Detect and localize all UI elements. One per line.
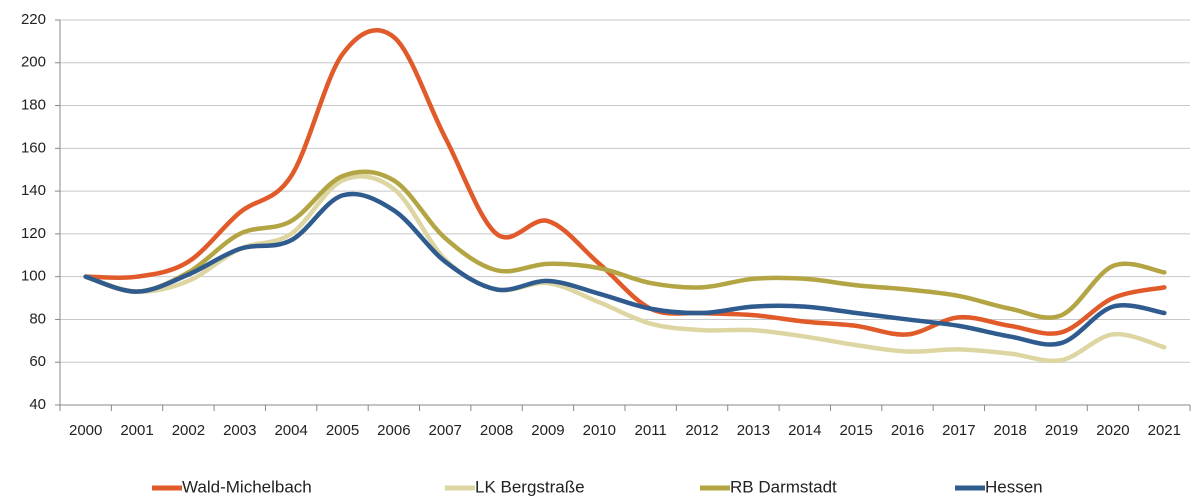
series-line: [83, 27, 1167, 337]
x-tick-label: 2004: [274, 422, 307, 439]
y-tick-label: 40: [29, 396, 46, 413]
x-tick-label: 2003: [223, 422, 256, 439]
y-tick-label: 140: [21, 182, 46, 199]
x-tick-label: 2011: [635, 422, 667, 439]
x-tick-label: 2020: [1096, 422, 1129, 439]
x-tick-label: 2001: [120, 422, 153, 439]
legend-label: RB Darmstadt: [730, 477, 837, 496]
x-tick-label: 2005: [326, 422, 359, 439]
x-tick-label: 2007: [429, 422, 462, 439]
legend-label: Wald-Michelbach: [182, 477, 312, 496]
y-tick-label: 100: [21, 268, 46, 285]
legend-label: LK Bergstraße: [475, 477, 585, 496]
y-tick-label: 200: [21, 54, 46, 71]
y-tick-label: 160: [21, 139, 46, 156]
x-tick-label: 2014: [788, 422, 821, 439]
x-tick-label: 2012: [685, 422, 718, 439]
series-line: [83, 191, 1167, 347]
series-line: [83, 169, 1167, 320]
x-tick-label: 2009: [531, 422, 564, 439]
y-tick-label: 80: [29, 310, 46, 327]
x-tick-label: 2016: [891, 422, 924, 439]
x-tick-label: 2010: [583, 422, 616, 439]
y-tick-label: 220: [21, 11, 46, 28]
x-tick-label: 2017: [942, 422, 975, 439]
y-tick-label: 120: [21, 225, 46, 242]
x-tick-label: 2013: [737, 422, 770, 439]
x-tick-label: 2019: [1045, 422, 1078, 439]
x-tick-label: 2000: [69, 422, 102, 439]
x-tick-label: 2002: [172, 422, 205, 439]
legend-label: Hessen: [985, 477, 1043, 496]
x-tick-label: 2015: [839, 422, 872, 439]
x-tick-label: 2018: [994, 422, 1027, 439]
series-line: [83, 174, 1167, 364]
y-tick-label: 60: [29, 353, 46, 370]
x-tick-label: 2006: [377, 422, 410, 439]
x-tick-label: 2008: [480, 422, 513, 439]
y-tick-label: 180: [21, 97, 46, 114]
x-tick-label: 2021: [1148, 422, 1181, 439]
